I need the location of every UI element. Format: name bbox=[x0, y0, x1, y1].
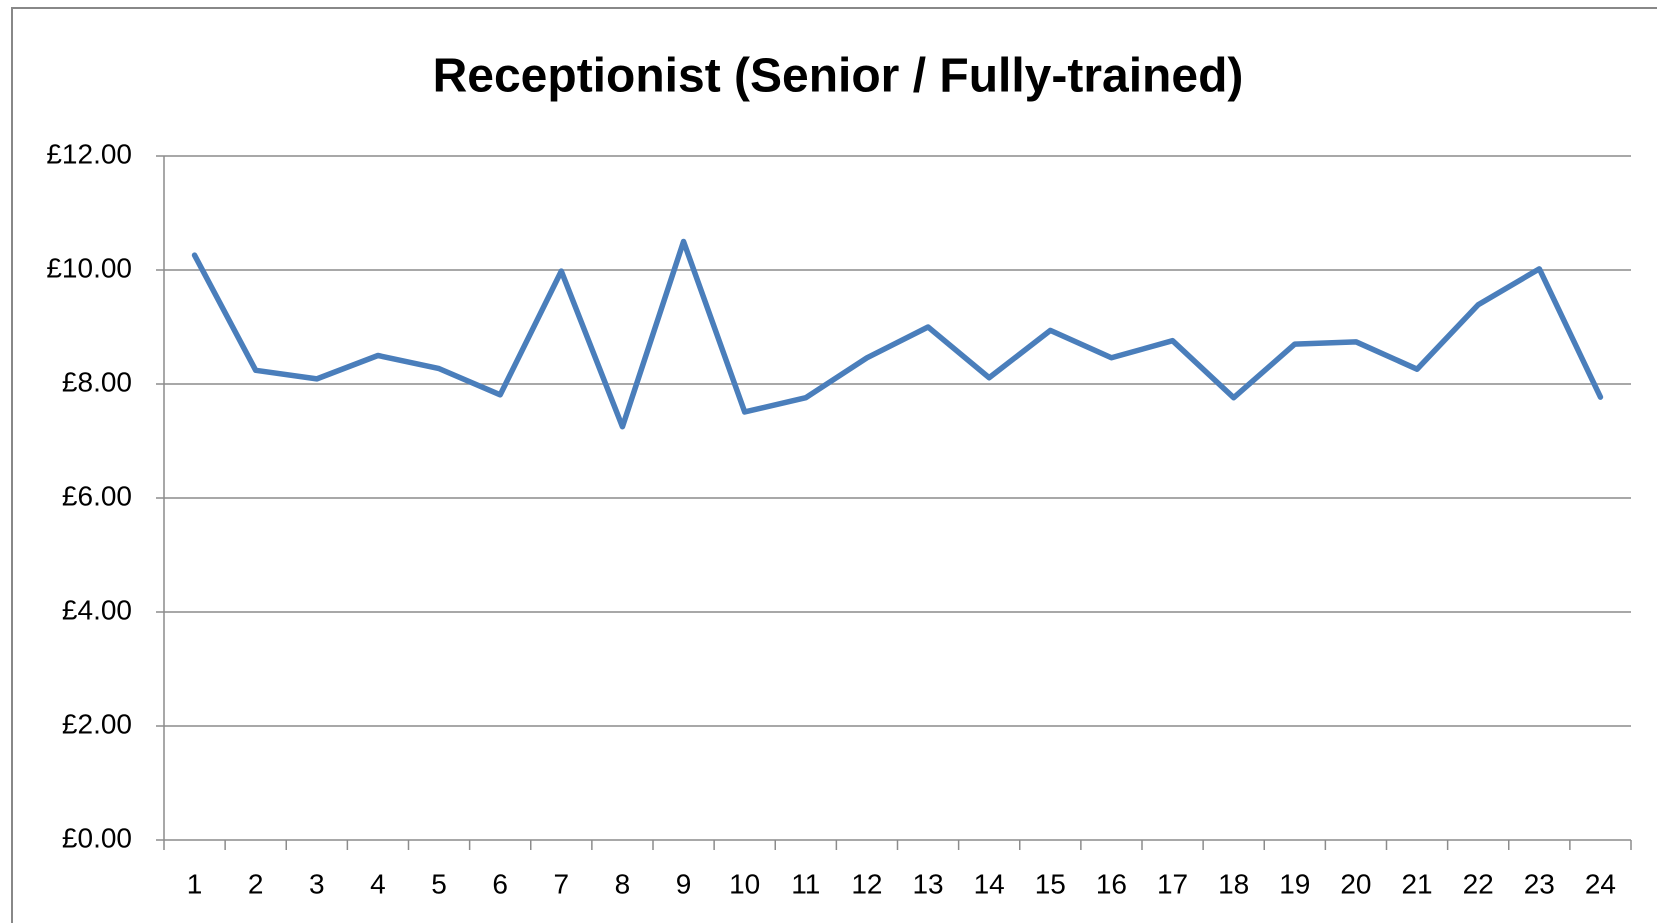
y-tick-label: £8.00 bbox=[62, 366, 132, 397]
x-tick-label: 22 bbox=[1463, 868, 1494, 899]
x-tick-label: 7 bbox=[554, 868, 570, 899]
x-tick-label: 13 bbox=[912, 868, 943, 899]
x-tick-label: 11 bbox=[791, 868, 820, 899]
y-tick-label: £10.00 bbox=[46, 252, 132, 283]
x-tick-label: 19 bbox=[1279, 868, 1310, 899]
x-tick-label: 9 bbox=[676, 868, 692, 899]
x-tick-label: 23 bbox=[1524, 868, 1555, 899]
x-tick-label: 20 bbox=[1340, 868, 1371, 899]
y-tick-label: £2.00 bbox=[62, 708, 132, 739]
x-tick-label: 18 bbox=[1218, 868, 1249, 899]
chart-title: Receptionist (Senior / Fully-trained) bbox=[433, 50, 1244, 103]
x-tick-label: 4 bbox=[370, 868, 386, 899]
y-tick-label: £4.00 bbox=[62, 594, 132, 625]
y-tick-label: £12.00 bbox=[46, 138, 132, 169]
x-tick-label: 15 bbox=[1035, 868, 1066, 899]
x-tick-label: 2 bbox=[248, 868, 264, 899]
x-tick-label: 5 bbox=[431, 868, 447, 899]
x-tick-label: 10 bbox=[729, 868, 760, 899]
line-series bbox=[191, 238, 1604, 430]
x-tick-label: 3 bbox=[309, 868, 325, 899]
x-tick-label: 14 bbox=[974, 868, 1005, 899]
x-tick-label: 1 bbox=[187, 868, 203, 899]
y-tick-label: £0.00 bbox=[62, 822, 132, 853]
x-tick-label: 17 bbox=[1157, 868, 1188, 899]
x-tick-label: 8 bbox=[615, 868, 631, 899]
y-tick-label: £6.00 bbox=[62, 480, 132, 511]
chart-frame bbox=[11, 7, 1657, 923]
x-tick-label: 12 bbox=[851, 868, 882, 899]
x-tick-label: 24 bbox=[1585, 868, 1616, 899]
x-tick-label: 21 bbox=[1401, 868, 1432, 899]
x-tick-label: 16 bbox=[1096, 868, 1127, 899]
x-tick-label: 6 bbox=[492, 868, 508, 899]
